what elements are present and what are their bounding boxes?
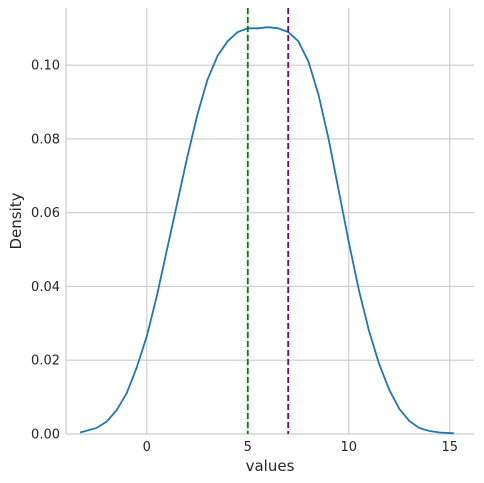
y-tick-labels: 0.00 0.02 0.04 0.06 0.08 0.10 bbox=[31, 59, 60, 443]
y-tick-label: 0.00 bbox=[31, 428, 60, 443]
x-tick-label: 5 bbox=[244, 440, 252, 455]
y-tick-label: 0.06 bbox=[31, 206, 60, 221]
y-tick-label: 0.02 bbox=[31, 354, 60, 369]
y-tick-label: 0.04 bbox=[31, 280, 60, 295]
x-tick-label: 15 bbox=[441, 440, 458, 455]
y-axis-label: Density bbox=[7, 192, 25, 249]
x-tick-label: 0 bbox=[143, 440, 151, 455]
x-tick-label: 10 bbox=[340, 440, 357, 455]
y-tick-label: 0.10 bbox=[31, 59, 60, 74]
reference-lines bbox=[246, 8, 290, 434]
y-tick-label: 0.08 bbox=[31, 132, 60, 147]
x-tick-labels: 0 5 10 15 bbox=[143, 440, 458, 455]
grid bbox=[65, 8, 474, 435]
x-axis-label: values bbox=[246, 457, 295, 475]
density-curve bbox=[79, 26, 454, 435]
